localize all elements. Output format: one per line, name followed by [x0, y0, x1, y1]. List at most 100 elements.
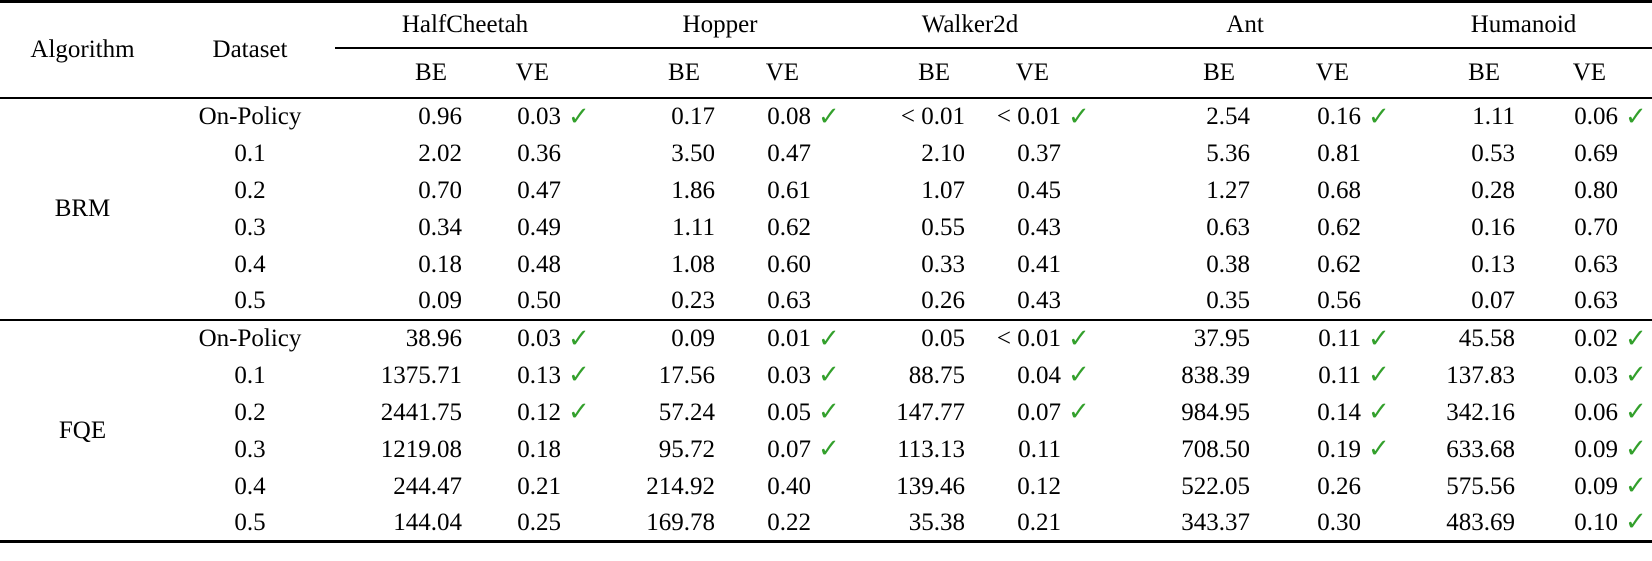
ve-cell: 0.03 ✓: [725, 357, 845, 394]
ve-value: 0.60: [767, 250, 812, 278]
ve-cell: 0.11 ✓: [1260, 320, 1395, 357]
be-value: 0.17: [671, 103, 715, 130]
ve-value: 0.63: [1574, 287, 1619, 314]
ve-cell: 0.68: [1260, 172, 1395, 209]
col-header-env-walker2d: Walker2d: [921, 11, 1019, 39]
ve-cell: 0.48: [472, 246, 595, 283]
col-header-env-humanoid: Humanoid: [1470, 11, 1577, 39]
col-header-env-ant: Ant: [1226, 11, 1264, 39]
check-icon: ✓: [568, 323, 590, 353]
ve-value: 0.18: [517, 435, 561, 463]
ve-cell: 0.02 ✓: [1525, 320, 1652, 357]
be-value: 37.95: [1193, 325, 1251, 352]
be-value: 137.83: [1446, 361, 1516, 389]
ve-wrap: 0.13 ✓: [517, 362, 593, 388]
ve-cell: 0.07 ✓: [975, 394, 1095, 431]
ve-value: 0.48: [517, 250, 561, 278]
ve-value: 0.47: [767, 139, 812, 167]
table-row: 0.4 244.47 0.21 214.92 0.40 139.46 0.12 522.05 0…: [0, 468, 1652, 505]
ve-cell: 0.80: [1525, 172, 1652, 209]
ve-wrap: 0.81: [1317, 141, 1393, 166]
be-value: 1.07: [921, 176, 966, 204]
ve-cell: 0.37: [975, 135, 1095, 172]
ve-value: 0.61: [767, 176, 812, 204]
dataset-label: 0.5: [234, 287, 266, 314]
subheader-be: BE: [1468, 59, 1501, 86]
check-icon: ✓: [1625, 434, 1647, 463]
ve-cell: 0.30: [1260, 505, 1395, 542]
be-value: 95.72: [658, 435, 715, 463]
ve-wrap: 0.03 ✓: [517, 323, 593, 353]
ve-value: 0.37: [1017, 139, 1062, 167]
ve-cell: 0.60: [725, 246, 845, 283]
table-row: 0.3 0.34 0.49 1.11 0.62 0.55 0.43 0.63 0.62 0.16 0…: [0, 209, 1652, 246]
ve-wrap: 0.04 ✓: [1017, 362, 1093, 388]
table-row: 0.1 2.02 0.36 3.50 0.47 2.10 0.37 5.36 0.81 0.53 0…: [0, 135, 1652, 172]
results-table: Algorithm Dataset HalfCheetah Hopper Wal…: [0, 0, 1652, 543]
be-value: 0.26: [921, 287, 966, 314]
ve-cell: 0.08 ✓: [725, 98, 845, 135]
dataset-label: 0.4: [234, 472, 266, 500]
dataset-label: 0.3: [234, 213, 266, 241]
ve-value: 0.21: [1017, 508, 1062, 536]
ve-value: 0.01: [767, 325, 812, 352]
ve-wrap: 0.06 ✓: [1574, 103, 1650, 130]
be-value: 214.92: [646, 472, 715, 500]
be-value: 0.07: [1471, 287, 1516, 314]
ve-cell: < 0.01 ✓: [975, 98, 1095, 135]
table-row: 0.1 1375.71 0.13 ✓ 17.56 0.03 ✓ 88.75 0.04 ✓ 838.3…: [0, 357, 1652, 394]
table-row: 0.2 0.70 0.47 1.86 0.61 1.07 0.45 1.27 0.68 0.28 0…: [0, 172, 1652, 209]
section-fqe: FQE On-Policy 38.96 0.03 ✓ 0.09 0.01 ✓ 0.05 < 0.0…: [0, 320, 1652, 542]
be-value: 838.39: [1181, 361, 1251, 389]
check-icon: ✓: [1068, 397, 1090, 426]
ve-wrap: 0.48: [517, 252, 593, 277]
ve-cell: 0.63: [1525, 283, 1652, 320]
ve-wrap: 0.63: [767, 288, 843, 313]
ve-cell: 0.11 ✓: [1260, 357, 1395, 394]
ve-wrap: 0.56: [1317, 288, 1393, 313]
ve-cell: 0.63: [1525, 246, 1652, 283]
ve-cell: 0.47: [472, 172, 595, 209]
be-value: 984.95: [1181, 398, 1251, 426]
ve-wrap: 0.11 ✓: [1318, 362, 1393, 388]
be-value: 2.54: [1206, 103, 1251, 130]
ve-cell: 0.09 ✓: [1525, 431, 1652, 468]
ve-value: 0.62: [1317, 250, 1362, 278]
check-icon: ✓: [1625, 360, 1647, 389]
ve-value: 0.19: [1317, 435, 1362, 463]
ve-cell: 0.40: [725, 468, 845, 505]
be-value: 113.13: [897, 435, 966, 463]
ve-value: 0.07: [1017, 398, 1062, 426]
ve-cell: 0.45: [975, 172, 1095, 209]
ve-wrap: 0.61: [767, 178, 843, 203]
ve-value: 0.09: [1574, 435, 1619, 463]
ve-value: 0.49: [517, 213, 561, 241]
table-row: BRM On-Policy 0.96 0.03 ✓ 0.17 0.08 ✓ < 0.01 < 0.…: [0, 98, 1652, 221]
be-value: 522.05: [1181, 472, 1251, 500]
subheader-ve: VE: [1015, 59, 1050, 86]
be-value: 0.09: [671, 325, 715, 352]
dataset-label: On-Policy: [198, 103, 302, 130]
table-header: Algorithm Dataset HalfCheetah Hopper Wal…: [0, 2, 1652, 98]
be-value: 0.70: [418, 176, 462, 204]
ve-cell: 0.16 ✓: [1260, 98, 1395, 135]
ve-value: 0.07: [767, 435, 812, 463]
ve-cell: 0.05 ✓: [725, 394, 845, 431]
be-value: 2.02: [418, 139, 462, 167]
be-value: 343.37: [1181, 508, 1251, 536]
be-value: 0.96: [418, 103, 462, 130]
be-value: 633.68: [1446, 435, 1516, 463]
ve-cell: 0.06 ✓: [1525, 394, 1652, 431]
ve-wrap: 0.45: [1017, 178, 1093, 203]
be-value: 38.96: [405, 325, 462, 352]
ve-wrap: 0.68: [1317, 178, 1393, 203]
ve-cell: 0.41: [975, 246, 1095, 283]
col-header-dataset: Dataset: [212, 36, 288, 64]
dataset-label: 0.2: [234, 398, 266, 426]
be-value: 169.78: [646, 508, 715, 536]
algorithm-label: FQE: [58, 416, 107, 444]
be-value: 57.24: [658, 398, 715, 426]
check-icon: ✓: [1625, 507, 1647, 537]
check-icon: ✓: [818, 360, 840, 389]
check-icon: ✓: [1625, 471, 1647, 500]
